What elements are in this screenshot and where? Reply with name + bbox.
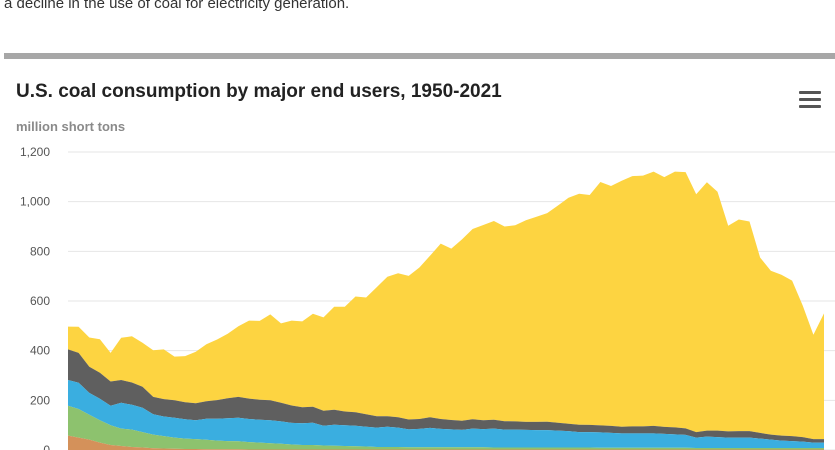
series-area-2[interactable] <box>68 405 824 450</box>
intro-text: a decline in the use of coal for electri… <box>4 0 350 12</box>
y-tick-label: 600 <box>30 294 50 308</box>
y-axis-unit-label: million short tons <box>16 119 126 134</box>
y-tick-label: 0 <box>43 443 50 450</box>
chart-title: U.S. coal consumption by major end users… <box>16 81 502 102</box>
series-area-3[interactable] <box>68 380 824 448</box>
menu-bar-line <box>799 91 821 94</box>
series-area-4[interactable] <box>68 349 824 443</box>
section-divider <box>4 53 835 59</box>
y-tick-label: 1,200 <box>20 145 50 159</box>
y-tick-label: 400 <box>30 344 50 358</box>
y-tick-label: 1,000 <box>20 195 50 209</box>
series-area-1[interactable] <box>68 435 824 450</box>
chart-menu-icon[interactable] <box>797 88 823 110</box>
menu-bar-line <box>799 105 821 108</box>
menu-bar-line <box>799 98 821 101</box>
y-tick-label: 800 <box>30 244 50 258</box>
y-tick-label: 200 <box>30 393 50 407</box>
series-area-5[interactable] <box>68 171 824 440</box>
y-axis-ticks: 0 200 400 600 800 1,000 1,200 <box>20 145 50 450</box>
stacked-areas <box>68 171 824 450</box>
